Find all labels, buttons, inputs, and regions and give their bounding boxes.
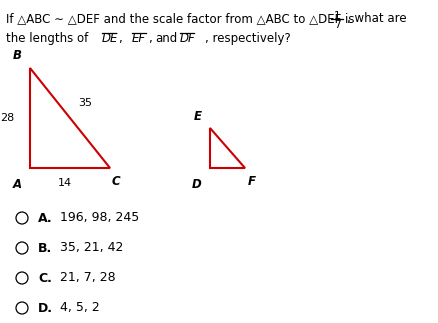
Text: D: D (192, 178, 202, 191)
Text: the lengths of: the lengths of (6, 32, 88, 45)
Text: ,: , (118, 32, 122, 45)
Text: B.: B. (38, 242, 52, 255)
Text: D.: D. (38, 301, 53, 315)
Text: 35: 35 (78, 98, 92, 108)
Text: 35, 21, 42: 35, 21, 42 (60, 242, 124, 255)
Text: and: and (155, 32, 177, 45)
Text: A.: A. (38, 212, 53, 224)
Text: EF: EF (132, 32, 146, 45)
Text: F: F (248, 175, 256, 188)
Text: C: C (112, 175, 120, 188)
Text: If △ABC ∼ △DEF and the scale factor from △ABC to △DEF is: If △ABC ∼ △DEF and the scale factor from… (6, 12, 354, 25)
Text: E: E (194, 110, 202, 123)
Text: 28: 28 (0, 113, 14, 123)
Text: ,: , (148, 32, 152, 45)
Text: 196, 98, 245: 196, 98, 245 (60, 212, 139, 224)
Text: 4, 5, 2: 4, 5, 2 (60, 301, 100, 315)
Text: C.: C. (38, 272, 52, 285)
Text: 7: 7 (334, 20, 340, 30)
Text: , what are: , what are (347, 12, 406, 25)
Text: DF: DF (180, 32, 196, 45)
Text: 21, 7, 28: 21, 7, 28 (60, 272, 116, 285)
Text: DE: DE (102, 32, 118, 45)
Text: 1: 1 (334, 11, 340, 21)
Text: B: B (13, 49, 22, 62)
Text: 14: 14 (58, 178, 72, 188)
Text: A: A (13, 178, 22, 191)
Text: , respectively?: , respectively? (205, 32, 291, 45)
